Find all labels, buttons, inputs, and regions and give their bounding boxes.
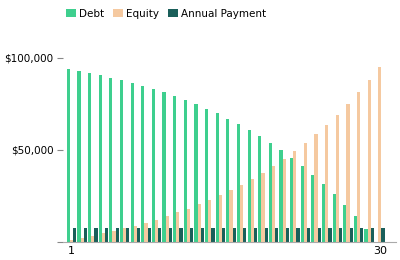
Bar <box>325 125 328 242</box>
Bar <box>126 228 130 242</box>
Bar <box>201 228 204 242</box>
Bar <box>162 93 166 242</box>
Bar <box>279 150 282 242</box>
Bar <box>166 216 169 242</box>
Bar <box>137 228 140 242</box>
Bar <box>130 83 134 242</box>
Bar <box>240 185 243 242</box>
Bar <box>360 228 364 242</box>
Bar <box>339 228 342 242</box>
Bar <box>272 166 275 242</box>
Bar <box>205 109 208 242</box>
Bar <box>77 71 80 242</box>
Bar <box>134 226 137 242</box>
Bar <box>208 200 211 242</box>
Bar <box>109 77 112 242</box>
Bar <box>282 159 286 242</box>
Bar <box>155 219 158 242</box>
Bar <box>332 194 336 242</box>
Bar <box>176 212 180 242</box>
Bar <box>80 238 84 242</box>
Bar <box>194 104 198 242</box>
Bar <box>73 228 76 242</box>
Bar <box>378 67 382 242</box>
Bar <box>346 104 350 242</box>
Bar <box>198 204 201 242</box>
Bar <box>233 228 236 242</box>
Bar <box>91 236 94 242</box>
Bar <box>261 173 264 242</box>
Bar <box>248 130 251 242</box>
Bar <box>144 223 148 242</box>
Bar <box>219 195 222 242</box>
Bar <box>251 179 254 242</box>
Bar <box>190 228 193 242</box>
Bar <box>311 174 314 242</box>
Bar <box>67 69 70 242</box>
Bar <box>112 231 116 242</box>
Bar <box>222 228 225 242</box>
Bar <box>187 209 190 242</box>
Bar <box>301 166 304 242</box>
Bar <box>237 124 240 242</box>
Bar <box>264 228 268 242</box>
Bar <box>152 89 155 242</box>
Bar <box>371 228 374 242</box>
Bar <box>70 240 73 242</box>
Bar <box>230 190 233 242</box>
Bar <box>275 228 278 242</box>
Bar <box>354 216 357 242</box>
Bar <box>336 115 339 242</box>
Bar <box>328 228 332 242</box>
Bar <box>148 228 151 242</box>
Bar <box>293 151 296 242</box>
Bar <box>226 119 230 242</box>
Bar <box>105 228 108 242</box>
Bar <box>350 228 353 242</box>
Bar <box>307 228 310 242</box>
Bar <box>158 228 161 242</box>
Bar <box>88 73 91 242</box>
Bar <box>169 228 172 242</box>
Bar <box>304 143 307 242</box>
Bar <box>318 228 321 242</box>
Bar <box>343 205 346 242</box>
Bar <box>258 136 261 242</box>
Bar <box>216 113 219 242</box>
Legend: Debt, Equity, Annual Payment: Debt, Equity, Annual Payment <box>62 4 270 23</box>
Bar <box>84 228 87 242</box>
Bar <box>357 92 360 242</box>
Bar <box>243 228 246 242</box>
Bar <box>99 75 102 242</box>
Bar <box>286 228 289 242</box>
Bar <box>116 228 119 242</box>
Bar <box>269 143 272 242</box>
Bar <box>382 228 385 242</box>
Bar <box>102 233 105 242</box>
Bar <box>120 80 123 242</box>
Bar <box>123 229 126 242</box>
Bar <box>314 134 318 242</box>
Bar <box>184 100 187 242</box>
Bar <box>141 86 144 242</box>
Bar <box>173 96 176 242</box>
Bar <box>180 228 183 242</box>
Bar <box>364 229 368 242</box>
Bar <box>290 158 293 242</box>
Bar <box>211 228 214 242</box>
Bar <box>368 80 371 242</box>
Bar <box>296 228 300 242</box>
Bar <box>94 228 98 242</box>
Bar <box>322 184 325 242</box>
Bar <box>254 228 257 242</box>
